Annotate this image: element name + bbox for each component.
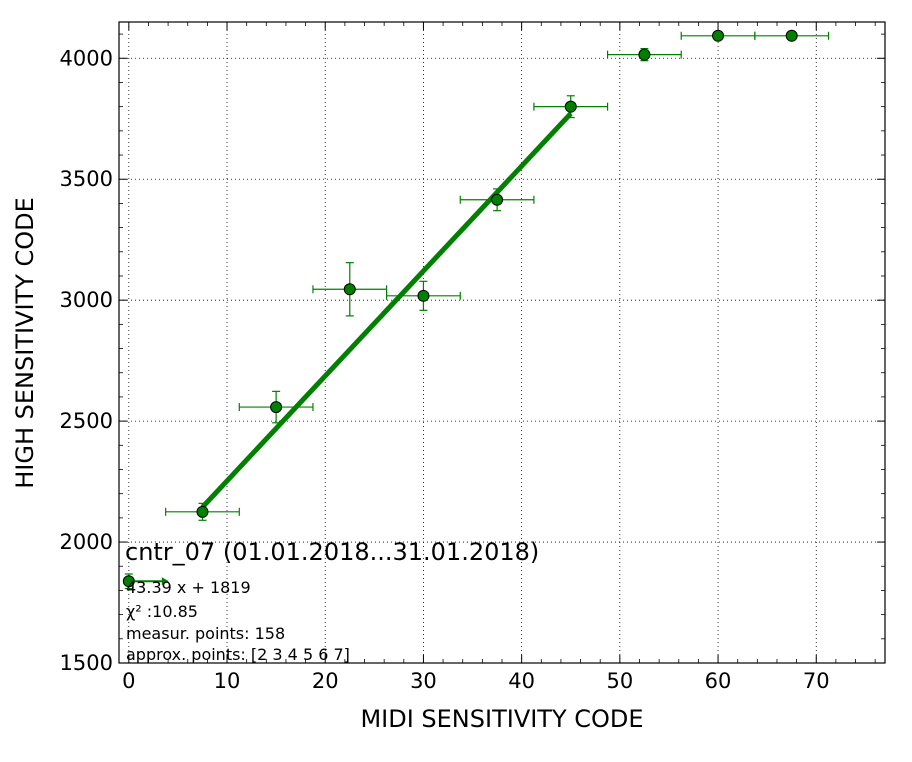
x-axis-label: MIDI SENSITIVITY CODE: [360, 705, 643, 733]
fit-line: [200, 111, 573, 509]
annotation-fit-equation: 43.39 x + 1819: [126, 578, 251, 597]
y-tick-label: 4000: [60, 46, 113, 70]
data-point: [417, 289, 430, 302]
x-tick-label: 30: [410, 669, 437, 693]
data-point: [638, 48, 651, 61]
data-point: [122, 575, 135, 588]
x-tick-label: 10: [214, 669, 241, 693]
x-tick-label: 70: [803, 669, 830, 693]
y-tick-label: 3000: [60, 288, 113, 312]
data-point: [343, 283, 356, 296]
data-points: [122, 29, 798, 588]
y-axis-label: HIGH SENSITIVITY CODE: [11, 197, 39, 489]
data-point: [712, 29, 725, 42]
x-tick-label: 0: [122, 669, 135, 693]
data-point: [270, 401, 283, 414]
x-tick-label: 40: [508, 669, 535, 693]
point-arrow-head: [161, 577, 169, 586]
grid: [119, 22, 885, 663]
fit-layer: [200, 111, 573, 509]
data-point: [564, 100, 577, 113]
data-point: [491, 193, 504, 206]
y-tick-label: 3500: [60, 167, 113, 191]
x-tick-label: 60: [705, 669, 732, 693]
annotation-measur-points: measur. points: 158: [126, 624, 285, 643]
x-tick-labels: 0 10 20 30 40 50 60 70: [122, 669, 829, 693]
y-tick-label: 2500: [60, 409, 113, 433]
annotation-title: cntr_07 (01.01.2018...31.01.2018): [125, 538, 539, 566]
ticks: [119, 22, 885, 664]
y-tick-label: 2000: [60, 530, 113, 554]
x-tick-label: 50: [606, 669, 633, 693]
data-point: [196, 505, 209, 518]
x-tick-label: 20: [312, 669, 339, 693]
y-tick-label: 1500: [60, 651, 113, 675]
annotation-chi2: χ² :10.85: [126, 602, 198, 621]
y-tick-labels: 1500 2000 2500 3000 3500 4000: [60, 46, 113, 675]
annotation: cntr_07 (01.01.2018...31.01.2018) 43.39 …: [125, 538, 539, 664]
annotation-approx-points: approx. points: [2 3 4 5 6 7]: [126, 645, 350, 664]
data-point: [785, 29, 798, 42]
